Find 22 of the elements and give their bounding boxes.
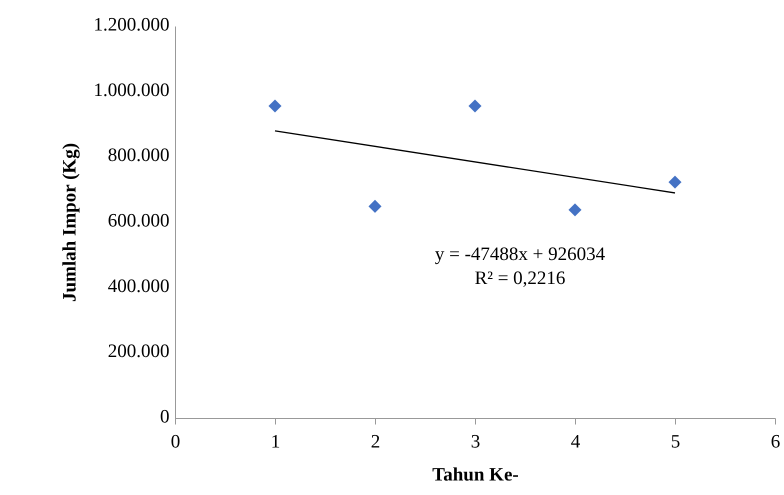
y-tick-label: 600.000 (108, 210, 170, 232)
x-tick-label: 4 (570, 432, 581, 452)
y-tick-label: 800.000 (108, 145, 170, 166)
x-tick-label: 6 (770, 432, 780, 452)
point (468, 100, 482, 113)
point (268, 100, 282, 113)
x-tick-label: 2 (370, 432, 380, 452)
annotation: y = -47488x + 926034 (434, 244, 606, 265)
y-axis-title: Jumlah Impor (Kg) (60, 142, 80, 302)
x-tick-label: 1 (270, 432, 280, 452)
point (568, 203, 582, 216)
y-tick-label: 400.000 (108, 276, 170, 297)
y-tick-label: 200.000 (108, 341, 170, 362)
point (368, 200, 382, 213)
x-axis-title: Tahun Ke- (432, 464, 519, 486)
y-tick-label: 0 (160, 406, 170, 428)
x-tick-label: 5 (670, 432, 680, 452)
y-tick-label: 1.000.000 (94, 80, 170, 101)
point (668, 176, 682, 189)
y-tick-label: 1.200.000 (94, 14, 170, 36)
x-tick-label: 3 (470, 432, 480, 452)
annotation: R² = 0,2216 (474, 268, 566, 289)
